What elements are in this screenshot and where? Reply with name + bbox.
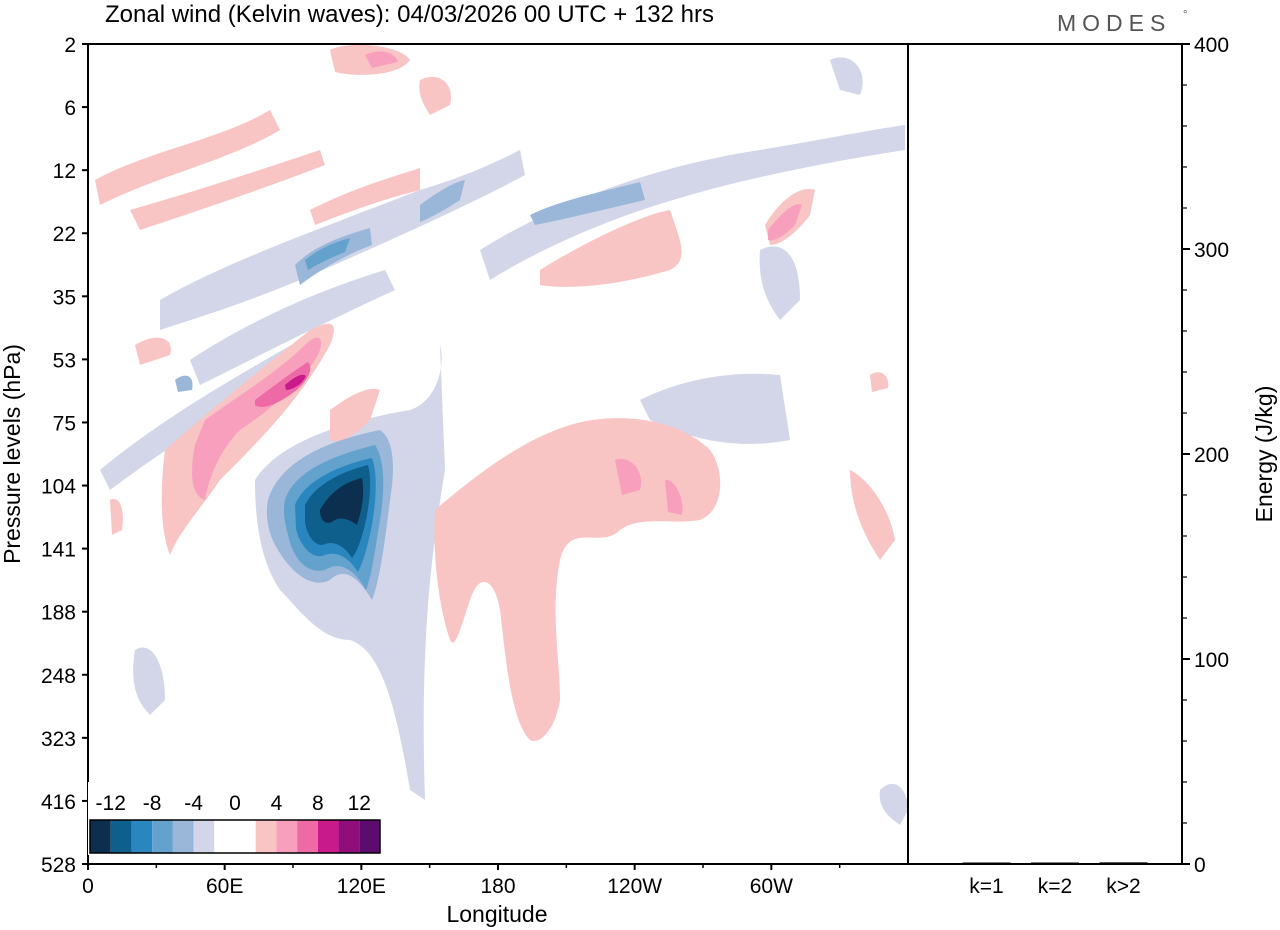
- colorbar-swatch-2: [131, 820, 153, 853]
- logo-text: MODES: [1057, 10, 1171, 36]
- x-tick-label-60E: 60E: [206, 875, 243, 898]
- y-tick-label-188: 188: [41, 602, 76, 625]
- energy-plot-frame: [907, 43, 1183, 865]
- y-tick-label-323: 323: [41, 728, 76, 751]
- x-tick-label-180: 180: [480, 875, 515, 898]
- colorbar-labels: -12 -8 -4 0 4 8 12: [96, 792, 371, 815]
- colorbar-swatch-8: [255, 820, 277, 853]
- energy-tick-label-300: 300: [1194, 239, 1229, 262]
- colorbar-label--12: -12: [96, 792, 126, 815]
- pink-band-22hPa: [310, 168, 420, 225]
- y-tick-label-416: 416: [41, 791, 76, 814]
- pink-spot-top: [365, 51, 398, 68]
- colorbar: [88, 782, 382, 855]
- pink-patch-75hPa: [330, 388, 380, 442]
- colorbar-swatch-10: [297, 820, 318, 853]
- colorbar-swatch-6: [214, 820, 235, 853]
- energy-bar-label-k>2: k>2: [1106, 875, 1140, 898]
- colorbar-swatch-0: [90, 820, 111, 853]
- blue-spot-53hPa: [175, 375, 193, 392]
- blue-upper-core-inner: [305, 238, 350, 270]
- pink-patch-east-53hPa: [870, 372, 889, 392]
- pink-patch-east-141hPa: [850, 470, 895, 560]
- energy-bar-k>2: [1099, 862, 1148, 864]
- pink-patch-6hPa: [419, 76, 451, 115]
- colorbar-swatch-4: [172, 820, 194, 853]
- colorbar-swatch-1: [110, 820, 132, 853]
- pink-patch-pacific-upper: [540, 210, 682, 287]
- y-tick-label-528: 528: [41, 854, 76, 877]
- pink-patch-west-edge: [110, 499, 123, 535]
- energy-tick-label-200: 200: [1194, 444, 1229, 467]
- energy-ticks: 0 100 200 300 400: [1182, 34, 1229, 877]
- x-axis-label: Longitude: [446, 901, 547, 927]
- y-tick-label-53: 53: [53, 349, 76, 372]
- x-tick-label-120W: 120W: [607, 875, 662, 898]
- y-tick-label-75: 75: [53, 412, 76, 435]
- pressure-tick-labels: 2 6 12 22 35 53 75 104 141 188 248 323 416 528: [41, 34, 88, 877]
- colorbar-swatch-12: [338, 820, 360, 853]
- longitude-tick-labels: 0 60E 120E 180 120W 60W: [82, 864, 841, 898]
- pink-plume-pacific: [434, 418, 721, 741]
- y-tick-label-248: 248: [41, 665, 76, 688]
- colorbar-swatch-5: [193, 820, 215, 853]
- energy-bar-k=1: [962, 862, 1011, 864]
- pink-spot-120W: [615, 459, 641, 495]
- energy-bars: [962, 862, 1148, 864]
- y-tick-label-35: 35: [53, 286, 76, 309]
- blue-patch-east: [640, 373, 790, 444]
- blue-core-darkest: [320, 478, 364, 525]
- zonal-wind-field: [95, 44, 908, 825]
- x-tick-label-0: 0: [82, 875, 94, 898]
- colorbar-label--8: -8: [143, 792, 162, 815]
- y-tick-label-141: 141: [41, 539, 76, 562]
- pink-band-top-west: [95, 110, 280, 205]
- y-axis-label: Pressure levels (hPa): [0, 344, 25, 564]
- pink-core-inner: [285, 374, 306, 390]
- y-tick-label-104: 104: [41, 476, 76, 499]
- y-tick-label-2: 2: [64, 34, 76, 57]
- energy-bar-labels: k=1 k=2 k>2: [969, 875, 1140, 898]
- chart-title: Zonal wind (Kelvin waves): 04/03/2026 00…: [105, 1, 714, 28]
- y-tick-label-12: 12: [53, 160, 76, 183]
- energy-tick-label-0: 0: [1194, 854, 1206, 877]
- colorbar-swatch-13: [359, 820, 380, 853]
- energy-tick-label-100: 100: [1194, 649, 1229, 672]
- energy-tick-label-400: 400: [1194, 34, 1229, 57]
- x-tick-label-60W: 60W: [750, 875, 793, 898]
- pink-spot-60W: [768, 204, 802, 241]
- blue-patch-top: [830, 57, 863, 95]
- blue-band-east: [480, 125, 905, 280]
- y-tick-label-6: 6: [64, 97, 76, 120]
- energy-bar-label-k=1: k=1: [969, 875, 1003, 898]
- blue-patch-60W: [759, 246, 800, 320]
- energy-bar-label-k=2: k=2: [1038, 875, 1072, 898]
- pink-band-upper: [130, 150, 325, 230]
- colorbar-label-8: 8: [312, 792, 324, 815]
- blue-patch-lower: [133, 647, 165, 715]
- y-tick-label-22: 22: [53, 223, 76, 246]
- colorbar-swatch-3: [152, 820, 173, 853]
- blue-upper-core-east: [420, 180, 465, 222]
- colorbar-swatch-11: [317, 820, 339, 853]
- colorbar-label-0: 0: [229, 792, 241, 815]
- colorbar-swatch-9: [276, 820, 298, 853]
- modes-logo: MODES °: [1057, 9, 1187, 36]
- pink-spot-100W: [665, 479, 683, 515]
- blue-band-mid: [190, 270, 395, 385]
- energy-bar-k=2: [1031, 862, 1079, 864]
- colorbar-label-4: 4: [271, 792, 283, 815]
- pink-core-outer: [255, 362, 311, 407]
- blue-core-pacific-upper: [530, 182, 645, 225]
- blue-patch-southeast: [879, 783, 908, 825]
- x-tick-label-120E: 120E: [337, 875, 386, 898]
- logo-mark: °: [1183, 9, 1187, 21]
- pink-patch-53hPa: [135, 337, 171, 365]
- colorbar-label-12: 12: [348, 792, 371, 815]
- colorbar-label--4: -4: [184, 792, 203, 815]
- colorbar-swatch-7: [235, 820, 256, 853]
- colorbar-frame: [89, 819, 381, 854]
- energy-axis-label: Energy (J/kg): [1251, 386, 1277, 523]
